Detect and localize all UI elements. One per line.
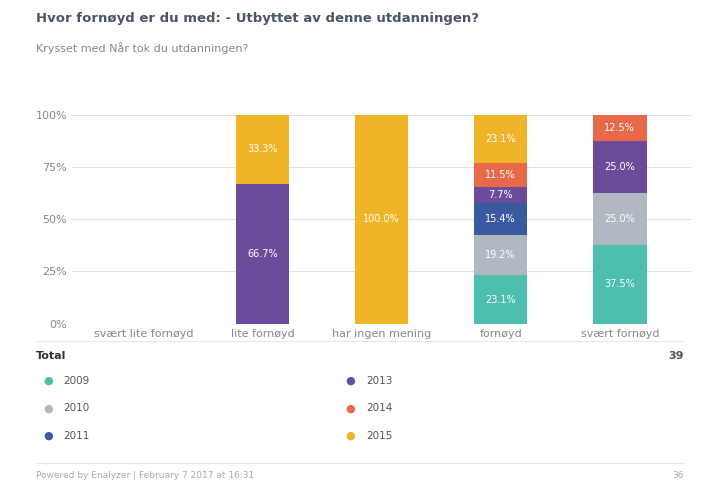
Text: 33.3%: 33.3% [247, 144, 278, 154]
Text: Total: Total [36, 351, 66, 361]
Text: ●: ● [43, 431, 53, 441]
Text: ●: ● [346, 403, 356, 413]
Text: 15.4%: 15.4% [485, 214, 516, 224]
Text: Powered by Enalyzer | February 7 2017 at 16:31: Powered by Enalyzer | February 7 2017 at… [36, 471, 254, 480]
Text: 2015: 2015 [366, 431, 392, 441]
Text: 25.0%: 25.0% [604, 162, 635, 172]
Text: 2011: 2011 [63, 431, 90, 441]
Bar [474, 163, 528, 187]
Text: ●: ● [346, 431, 356, 441]
Text: 100.0%: 100.0% [364, 214, 400, 224]
Text: 2014: 2014 [366, 403, 392, 413]
Bar [474, 275, 528, 324]
Text: Krysset med Når tok du utdanningen?: Krysset med Når tok du utdanningen? [36, 42, 248, 54]
Text: 25.0%: 25.0% [604, 214, 635, 224]
Text: 66.7%: 66.7% [247, 249, 278, 259]
Text: 37.5%: 37.5% [604, 279, 635, 289]
Text: 19.2%: 19.2% [485, 250, 516, 260]
Bar [235, 184, 289, 324]
Text: 12.5%: 12.5% [604, 123, 635, 132]
Bar [474, 115, 528, 163]
Bar [474, 203, 528, 235]
Text: 11.5%: 11.5% [485, 170, 516, 180]
Text: 7.7%: 7.7% [488, 190, 513, 200]
Bar [474, 235, 528, 275]
Bar [235, 115, 289, 184]
Bar [474, 187, 528, 203]
Text: 36: 36 [672, 471, 684, 480]
Text: 2009: 2009 [63, 376, 89, 386]
Bar [355, 115, 408, 324]
Text: ●: ● [43, 376, 53, 386]
Text: ●: ● [43, 403, 53, 413]
Text: 39: 39 [668, 351, 684, 361]
Text: ●: ● [346, 376, 356, 386]
Bar [593, 193, 647, 246]
Text: Hvor fornøyd er du med: - Utbyttet av denne utdanningen?: Hvor fornøyd er du med: - Utbyttet av de… [36, 12, 479, 25]
Bar [593, 141, 647, 193]
Text: 2010: 2010 [63, 403, 89, 413]
Text: 23.1%: 23.1% [485, 133, 516, 144]
Bar [593, 115, 647, 140]
Text: 2013: 2013 [366, 376, 392, 386]
Text: 23.1%: 23.1% [485, 294, 516, 305]
Bar [593, 246, 647, 324]
